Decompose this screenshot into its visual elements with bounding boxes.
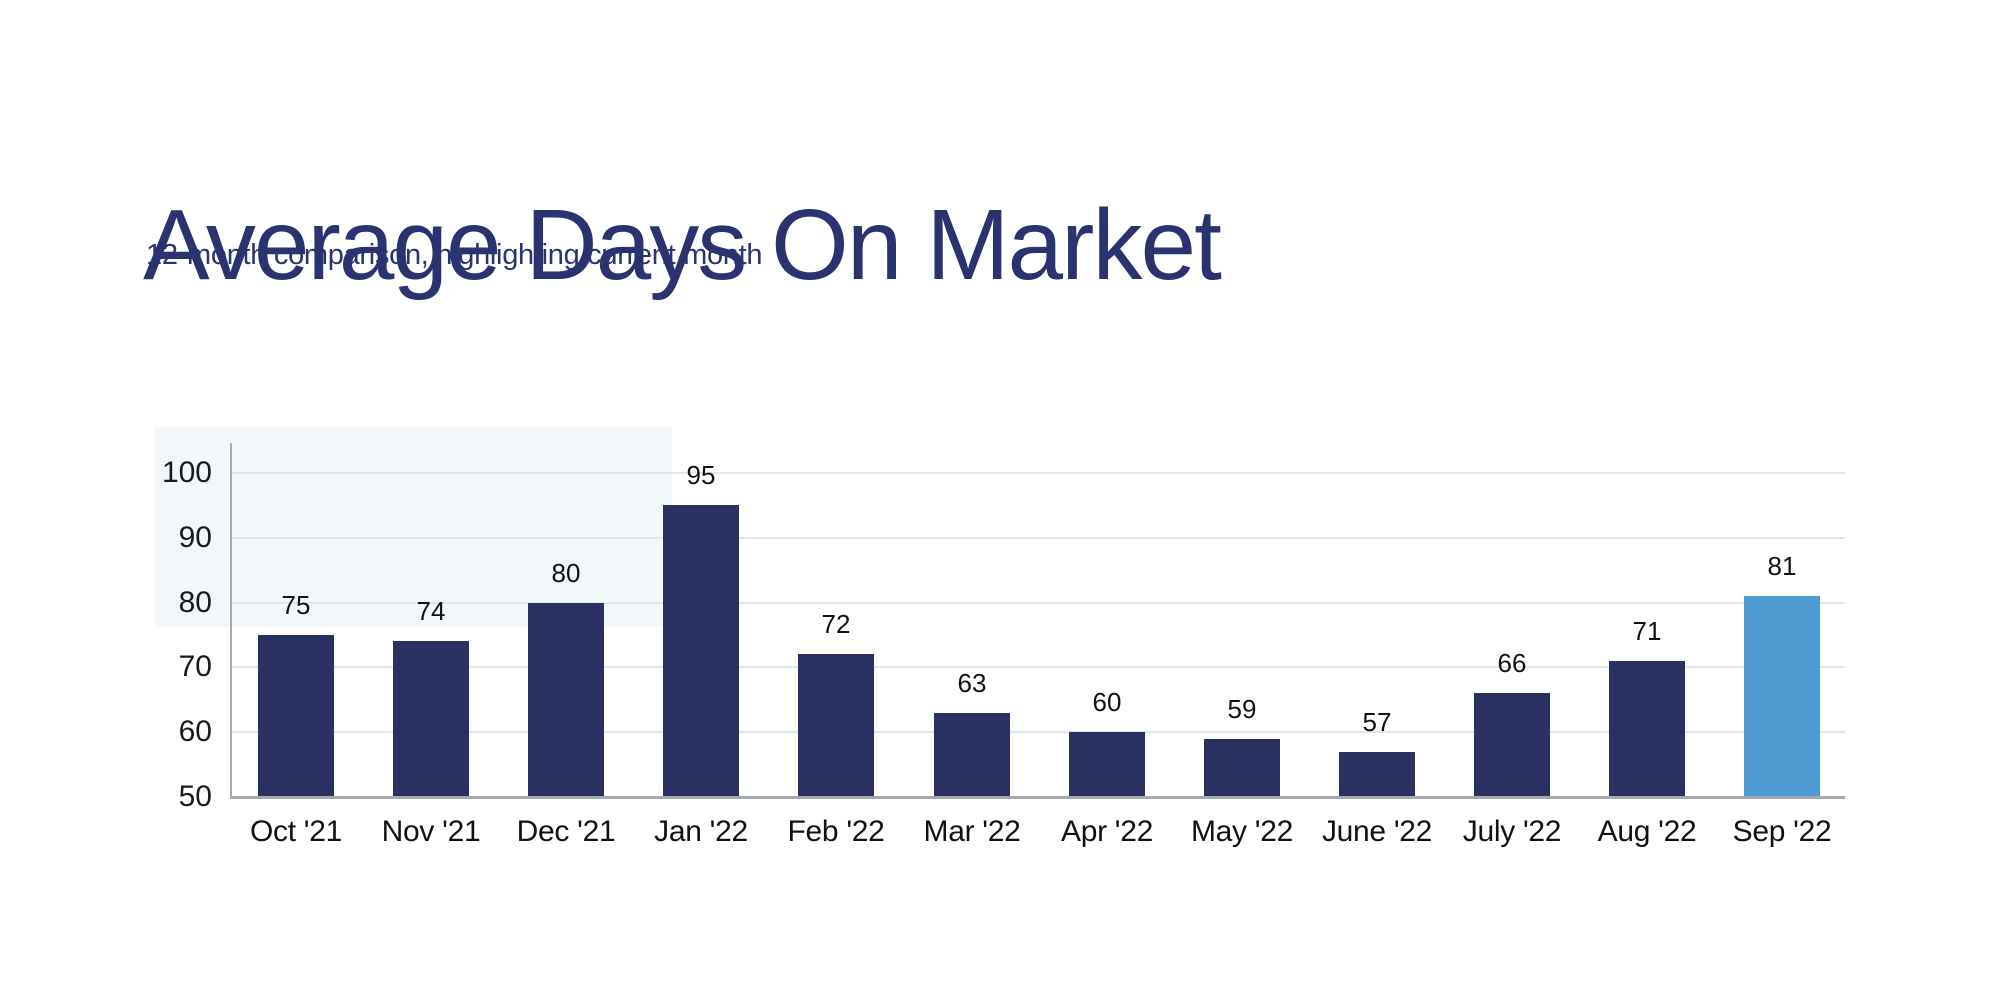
y-axis-tick-label: 50 bbox=[178, 780, 212, 813]
x-axis-tick-label: Apr '22 bbox=[1060, 815, 1154, 848]
bar-value-label: 74 bbox=[416, 596, 446, 626]
y-axis-tick-label: 100 bbox=[161, 456, 212, 489]
page-title: Average Days On Market bbox=[143, 189, 1222, 301]
x-axis-tick-label: Aug '22 bbox=[1597, 815, 1697, 848]
x-axis-tick-label: Jan '22 bbox=[654, 815, 748, 848]
y-axis-tick-label: 90 bbox=[178, 521, 212, 554]
gridline bbox=[232, 602, 1845, 604]
gridline bbox=[232, 537, 1845, 539]
bar-value-label: 59 bbox=[1227, 694, 1257, 724]
page-subtitle: 12-month comparison, highlighting curren… bbox=[146, 239, 763, 271]
bar bbox=[1609, 661, 1685, 797]
x-axis-tick-label: Sep '22 bbox=[1732, 815, 1832, 848]
gridline bbox=[232, 472, 1845, 474]
bar bbox=[258, 635, 334, 797]
x-axis-tick-label: May '22 bbox=[1190, 815, 1293, 848]
x-axis-tick-label: Mar '22 bbox=[923, 815, 1021, 848]
highlighted-bar bbox=[1744, 596, 1820, 797]
bar-value-label: 95 bbox=[686, 460, 716, 490]
bar-value-label: 75 bbox=[281, 590, 311, 620]
bar bbox=[393, 641, 469, 797]
x-axis-tick-label: June '22 bbox=[1321, 815, 1433, 848]
bar bbox=[1474, 693, 1550, 797]
x-axis-tick-label: Feb '22 bbox=[787, 815, 885, 848]
bar-value-label: 63 bbox=[957, 668, 987, 698]
y-axis-tick-label: 70 bbox=[178, 650, 212, 683]
bar-value-label: 60 bbox=[1092, 687, 1122, 717]
x-axis-tick-label: Nov '21 bbox=[381, 815, 481, 848]
bar bbox=[798, 654, 874, 797]
chart-background-tint bbox=[155, 427, 672, 627]
bar bbox=[934, 713, 1010, 797]
y-axis-tick-label: 60 bbox=[178, 715, 212, 748]
bar-value-label: 66 bbox=[1497, 648, 1527, 678]
gridline bbox=[232, 666, 1845, 668]
y-axis-line bbox=[230, 443, 232, 799]
bar-value-label: 71 bbox=[1632, 616, 1662, 646]
bar bbox=[1204, 739, 1280, 797]
bar bbox=[528, 603, 604, 797]
x-axis-line bbox=[230, 796, 1845, 799]
bar bbox=[663, 505, 739, 797]
x-axis-tick-label: Oct '21 bbox=[249, 815, 342, 848]
x-axis-tick-label: July '22 bbox=[1462, 815, 1562, 848]
bar bbox=[1339, 752, 1415, 797]
gridline bbox=[232, 731, 1845, 733]
bar-value-label: 81 bbox=[1767, 551, 1797, 581]
bar bbox=[1069, 732, 1145, 797]
bar-value-label: 72 bbox=[821, 609, 851, 639]
y-axis-tick-label: 80 bbox=[178, 586, 212, 619]
bar-value-label: 80 bbox=[551, 558, 581, 588]
bar-value-label: 57 bbox=[1362, 707, 1392, 737]
x-axis-tick-label: Dec '21 bbox=[516, 815, 616, 848]
